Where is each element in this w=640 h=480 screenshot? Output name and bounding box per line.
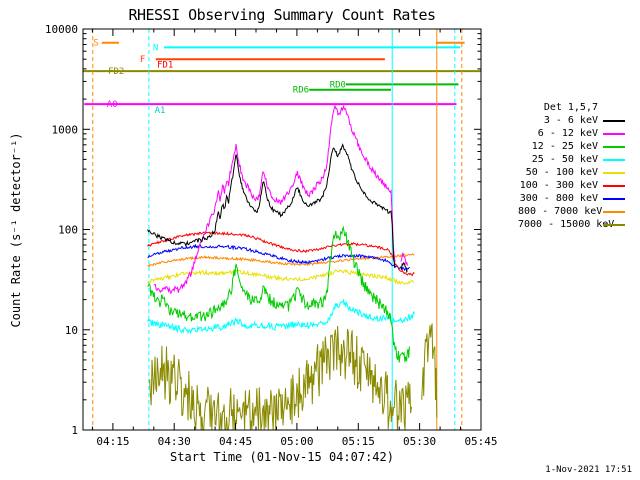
series-50-100keV bbox=[147, 269, 414, 286]
legend-entry-label: 50 - 100 keV bbox=[525, 167, 598, 178]
x-tick-label: 04:15 bbox=[96, 435, 129, 448]
flag-label-N: N bbox=[153, 43, 158, 53]
legend-swatch bbox=[603, 184, 625, 187]
flag-label-F: F bbox=[140, 55, 145, 65]
series-7000-15000keV bbox=[149, 323, 438, 431]
chart-title: RHESSI Observing Summary Count Rates bbox=[128, 6, 436, 24]
legend-swatch bbox=[603, 210, 625, 213]
legend-entry-label: 7000 - 15000 keV bbox=[518, 219, 615, 230]
legend-entry: 50 - 100 keV bbox=[518, 166, 625, 179]
legend: Det 1,5,7 3 - 6 keV 6 - 12 keV 12 - 25 keV… bbox=[518, 101, 625, 231]
legend-entry: 3 - 6 keV bbox=[518, 114, 625, 127]
y-tick-label: 100 bbox=[58, 224, 78, 237]
flag-label-FD1: FD1 bbox=[157, 61, 173, 71]
legend-swatch bbox=[603, 197, 625, 200]
legend-swatch bbox=[603, 171, 625, 174]
flag-label-RD0: RD0 bbox=[330, 80, 346, 90]
series-300-800keV bbox=[147, 243, 410, 272]
legend-entry-label: 3 - 6 keV bbox=[543, 115, 598, 126]
y-tick-label: 1000 bbox=[52, 123, 79, 136]
legend-swatch bbox=[603, 223, 625, 226]
legend-swatch bbox=[603, 145, 625, 148]
x-tick-label: 05:00 bbox=[280, 435, 313, 448]
legend-entry: 7000 - 15000 keV bbox=[518, 218, 625, 231]
y-tick-label: 10000 bbox=[45, 23, 78, 36]
flag-label-S: S bbox=[93, 39, 98, 49]
legend-entry: 6 - 12 keV bbox=[518, 127, 625, 140]
series-800-7000keV bbox=[147, 253, 415, 268]
legend-entry: 25 - 50 keV bbox=[518, 153, 625, 166]
legend-swatch bbox=[603, 119, 625, 122]
plot-frame bbox=[82, 28, 482, 431]
legend-entry: 300 - 800 keV bbox=[518, 192, 625, 205]
x-axis-label: Start Time (01-Nov-15 04:07:42) bbox=[170, 450, 394, 464]
y-tick-label: 10 bbox=[65, 324, 78, 337]
legend-entry-label: 25 - 50 keV bbox=[531, 154, 598, 165]
legend-entry-label: 12 - 25 keV bbox=[531, 141, 598, 152]
legend-entry: 12 - 25 keV bbox=[518, 140, 625, 153]
series-12-25keV bbox=[147, 225, 410, 363]
y-tick-label: 1 bbox=[71, 424, 78, 437]
flag-label-FD2: FD2 bbox=[108, 67, 124, 77]
legend-entry: 100 - 300 keV bbox=[518, 179, 625, 192]
y-axis-label: Count Rate (s⁻¹ detector⁻¹) bbox=[9, 132, 23, 328]
legend-entry: 800 - 7000 keV bbox=[518, 205, 625, 218]
legend-title: Det 1,5,7 bbox=[543, 102, 598, 113]
legend-entry-label: 800 - 7000 keV bbox=[518, 206, 603, 217]
x-tick-label: 04:45 bbox=[219, 435, 252, 448]
series-3-6keV bbox=[147, 143, 408, 274]
series-25-50keV bbox=[147, 298, 415, 335]
x-tick-label: 05:45 bbox=[464, 435, 497, 448]
legend-swatch bbox=[603, 158, 625, 161]
x-tick-label: 04:30 bbox=[158, 435, 191, 448]
flag-label-RD6: RD6 bbox=[293, 86, 309, 96]
legend-entry-label: 100 - 300 keV bbox=[519, 180, 598, 191]
legend-swatch bbox=[603, 132, 625, 135]
legend-title-row: Det 1,5,7 bbox=[518, 101, 625, 114]
creation-timestamp: 1-Nov-2021 17:51 bbox=[545, 465, 632, 475]
legend-entry-label: 300 - 800 keV bbox=[519, 193, 598, 204]
legend-title-spacer bbox=[603, 107, 625, 109]
legend-entry-label: 6 - 12 keV bbox=[537, 128, 598, 139]
series-100-300keV bbox=[147, 231, 415, 277]
flag-label-A0: A0 bbox=[107, 100, 118, 110]
series-6-12keV bbox=[153, 104, 408, 295]
flag-label-A1: A1 bbox=[155, 106, 166, 116]
x-tick-label: 05:15 bbox=[342, 435, 375, 448]
x-tick-label: 05:30 bbox=[403, 435, 436, 448]
